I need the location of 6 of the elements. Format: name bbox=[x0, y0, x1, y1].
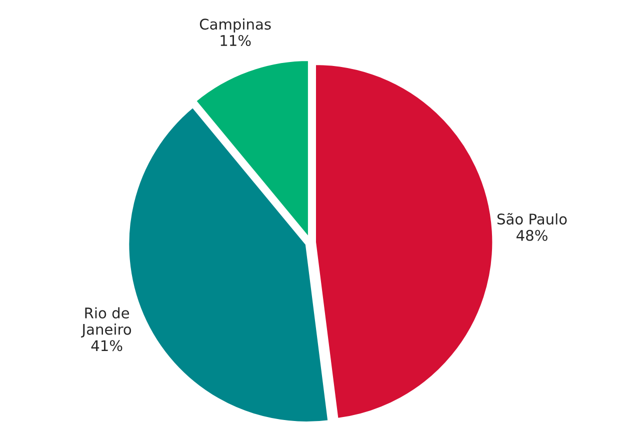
slice-label: São Paulo bbox=[497, 213, 567, 225]
data-label: 48% bbox=[516, 230, 548, 241]
data-label: 11% bbox=[220, 34, 251, 46]
slice-label: Rio de Janeiro bbox=[80, 307, 132, 338]
data-label: 41% bbox=[91, 340, 122, 352]
slice-label: Campinas bbox=[200, 18, 271, 33]
